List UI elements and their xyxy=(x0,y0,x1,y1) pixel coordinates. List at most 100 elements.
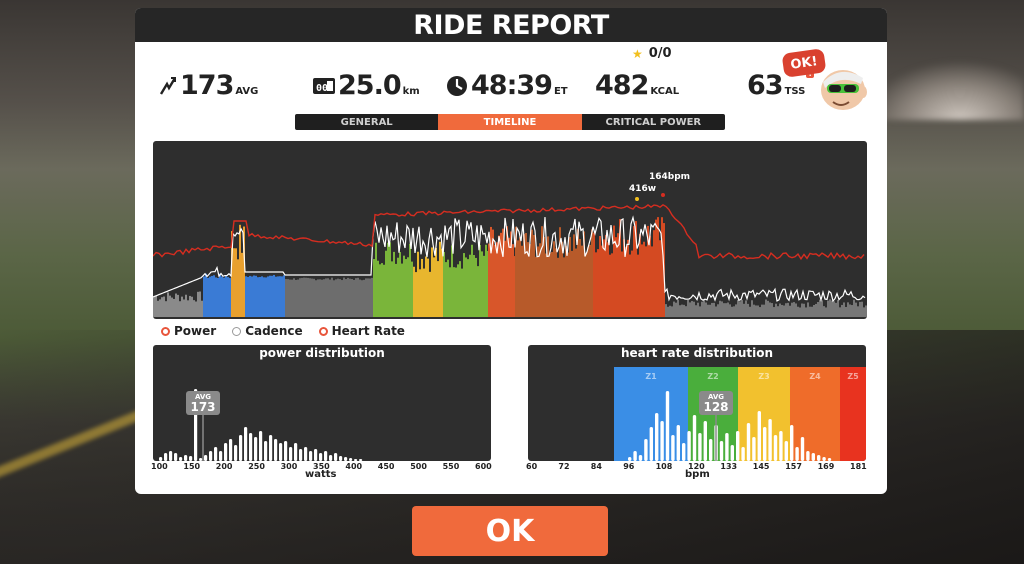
power-bar xyxy=(269,275,271,317)
power-bar xyxy=(797,306,799,317)
power-bar xyxy=(383,264,385,317)
power-bar xyxy=(677,299,679,317)
power-bolt-icon xyxy=(159,76,177,95)
power-bar xyxy=(409,243,411,317)
power-bar xyxy=(575,248,577,317)
power-distribution-bar xyxy=(329,455,333,461)
axis-tick-label: 169 xyxy=(817,462,835,471)
power-bar xyxy=(691,301,693,317)
peak-hr-label: 164bpm xyxy=(649,172,690,182)
power-distribution-bar xyxy=(184,455,188,461)
power-bar xyxy=(433,257,435,317)
power-bar xyxy=(745,300,747,317)
power-bar xyxy=(803,303,805,317)
power-bar xyxy=(309,278,311,317)
power-bar xyxy=(357,277,359,317)
hr-distribution-bar xyxy=(795,447,799,461)
power-bar xyxy=(541,226,543,317)
power-bar xyxy=(317,279,319,317)
hr-distribution-bar xyxy=(649,427,653,461)
tab-critical-power[interactable]: CRITICAL POWER xyxy=(605,116,702,128)
power-bar xyxy=(625,246,627,317)
power-bar xyxy=(555,248,557,317)
power-bar xyxy=(753,304,755,317)
hr-distribution-bar xyxy=(790,425,794,461)
power-bar xyxy=(671,306,673,317)
power-bar xyxy=(619,219,621,317)
hr-distribution-bar xyxy=(768,419,772,461)
power-bar xyxy=(579,238,581,317)
power-bar xyxy=(809,306,811,317)
hr-distribution-bar xyxy=(741,447,745,461)
power-bar xyxy=(741,299,743,317)
power-bar xyxy=(403,255,405,317)
power-bar xyxy=(771,303,773,317)
stat-calories-value: 482 xyxy=(595,70,649,101)
power-distribution-bar xyxy=(289,447,293,461)
power-bar xyxy=(669,305,671,317)
ok-button[interactable]: OK xyxy=(412,506,608,556)
power-bar xyxy=(529,244,531,317)
ride-report-modal: RIDE REPORT 173 AVG 00 25.0 km 48:39 ET … xyxy=(135,8,887,494)
stars-counter: ★ 0/0 xyxy=(632,46,672,61)
hr-distribution-bar xyxy=(817,455,821,461)
hr-distribution-bar xyxy=(763,427,767,461)
power-bar xyxy=(229,278,231,317)
hr-distribution-bar xyxy=(687,431,691,461)
power-bar xyxy=(515,226,517,317)
tab-general[interactable]: GENERAL xyxy=(340,116,393,128)
legend-power[interactable]: Power xyxy=(161,324,216,338)
stat-power-value: 173 xyxy=(180,70,234,101)
hr-distribution-bar xyxy=(655,413,659,461)
hr-distribution-bar xyxy=(638,455,643,461)
power-distribution-bar xyxy=(324,451,328,461)
legend-cadence[interactable]: Cadence xyxy=(232,324,303,338)
power-distribution-xlabel: watts xyxy=(305,469,337,480)
power-bar xyxy=(437,261,439,317)
power-bar xyxy=(811,306,813,317)
power-bar xyxy=(729,304,731,317)
power-bar xyxy=(581,245,583,317)
power-bar xyxy=(207,277,209,317)
power-bar xyxy=(498,235,500,317)
power-bar xyxy=(769,302,771,317)
power-bar xyxy=(335,279,337,317)
power-bar xyxy=(833,301,835,317)
power-bar xyxy=(483,255,485,317)
modal-header: RIDE REPORT xyxy=(135,8,887,42)
power-bar xyxy=(439,241,441,317)
tab-timeline[interactable]: TIMELINE xyxy=(438,114,582,130)
cadence-line xyxy=(153,215,866,303)
power-distribution-panel: power distribution AVG 173 xyxy=(153,345,491,461)
power-bar xyxy=(585,252,587,317)
power-bar xyxy=(527,242,529,317)
power-bar xyxy=(613,225,615,317)
power-bar xyxy=(679,305,681,317)
power-bar xyxy=(305,277,307,317)
power-bar xyxy=(731,306,733,317)
power-distribution-bar xyxy=(359,459,363,461)
power-bar xyxy=(349,278,351,317)
hr-distribution-bar xyxy=(827,458,832,461)
power-distribution-bar xyxy=(304,447,308,461)
power-bar xyxy=(259,276,261,317)
power-bar xyxy=(343,277,345,317)
power-bar xyxy=(609,254,611,317)
power-bar xyxy=(539,243,541,317)
power-distribution-bar xyxy=(179,457,183,461)
power-bar xyxy=(183,299,185,317)
power-bar xyxy=(419,269,421,317)
power-bar xyxy=(825,307,827,317)
power-bar xyxy=(331,277,333,317)
hr-distribution-panel: Z1 Z2 Z3 Z4 Z5 AVG 128 heart rate distribution xyxy=(528,345,866,461)
power-bar xyxy=(323,279,325,317)
power-distribution-bar xyxy=(219,451,223,461)
legend-heart-rate[interactable]: Heart Rate xyxy=(318,324,405,338)
report-tabs: GENERAL TIMELINE CRITICAL POWER xyxy=(295,114,725,130)
power-distribution-bar xyxy=(204,455,208,461)
power-bar xyxy=(159,299,161,317)
peak-power-marker xyxy=(635,197,639,201)
power-bar xyxy=(311,278,313,317)
power-bar xyxy=(657,217,659,317)
cadence-legend-dot xyxy=(232,326,242,336)
